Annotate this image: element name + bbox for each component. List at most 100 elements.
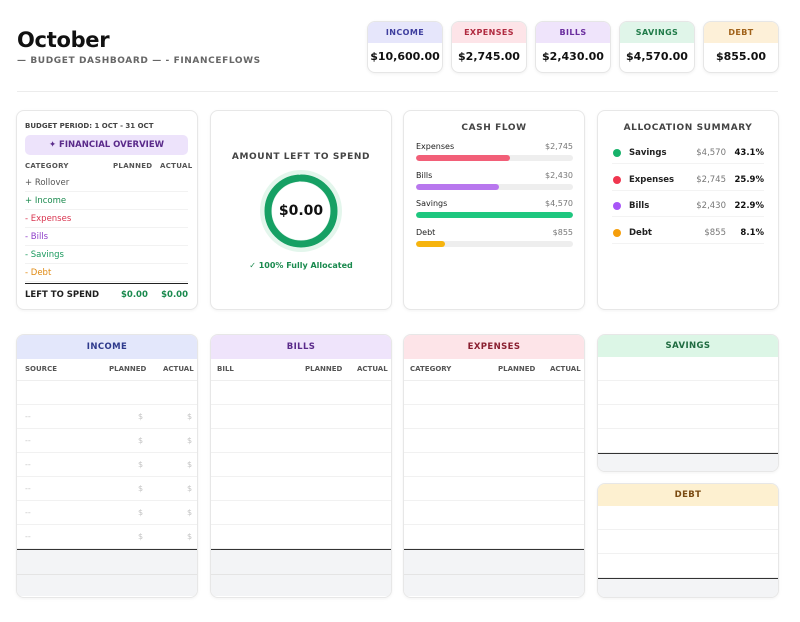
page-subtitle: — BUDGET DASHBOARD — - FINANCEFLOWS: [17, 56, 261, 66]
stat-value: $2,745.00: [458, 50, 520, 63]
table-row[interactable]: [211, 381, 391, 405]
legend-dot-icon: [613, 202, 621, 210]
savings-table: SAVINGS: [597, 334, 779, 472]
table-row[interactable]: [404, 381, 584, 405]
placeholder-source: --: [25, 532, 31, 541]
allocation-name: Debt: [629, 227, 652, 238]
expenses-column-headers: CATEGORY PLANNED ACTUAL: [404, 359, 584, 381]
income-column-headers: SOURCE PLANNED ACTUAL: [17, 359, 197, 381]
income-table: INCOME SOURCE PLANNED ACTUAL -- $ $ -- $ $ -- $…: [16, 334, 198, 598]
column-header-planned: PLANNED: [113, 162, 153, 170]
table-row[interactable]: -- $ $: [17, 477, 197, 501]
placeholder-actual: $: [187, 532, 193, 541]
allocation-amount: $4,570: [696, 148, 726, 158]
table-row[interactable]: [404, 453, 584, 477]
column-header-actual: ACTUAL: [550, 365, 581, 373]
cash-flow-bar: [416, 212, 573, 218]
table-row[interactable]: [598, 429, 778, 453]
table-row[interactable]: [211, 525, 391, 549]
stat-value: $2,430.00: [542, 50, 604, 63]
placeholder-source: --: [25, 412, 31, 421]
debt-table: DEBT: [597, 483, 779, 598]
column-header-actual: ACTUAL: [357, 365, 388, 373]
allocation-amount: $2,430: [696, 201, 726, 211]
placeholder-actual: $: [187, 484, 193, 493]
left-to-spend-label: LEFT TO SPEND: [25, 290, 100, 300]
overview-row: + Income: [25, 192, 188, 210]
placeholder-source: --: [25, 508, 31, 517]
overview-row: + Rollover: [25, 174, 188, 192]
table-row[interactable]: -- $ $: [17, 501, 197, 525]
stat-label: INCOME: [368, 22, 442, 43]
stat-card-savings: SAVINGS $4,570.00: [619, 21, 695, 73]
placeholder-source: --: [25, 436, 31, 445]
legend-dot-icon: [613, 175, 621, 184]
allocation-ring: $0.00: [259, 169, 343, 253]
bills-table: BILLS BILL PLANNED ACTUAL: [210, 334, 392, 598]
stat-value: $855.00: [715, 50, 767, 63]
expenses-table: EXPENSES CATEGORY PLANNED ACTUAL: [403, 334, 585, 598]
allocation-percent: 22.9%: [734, 201, 765, 211]
stat-value: $4,570.00: [626, 50, 688, 63]
allocation-name: Savings: [629, 148, 667, 158]
table-row[interactable]: [598, 554, 778, 578]
table-row[interactable]: [598, 506, 778, 530]
stat-label: BILLS: [536, 22, 610, 43]
placeholder-actual: $: [187, 508, 193, 517]
table-row[interactable]: [211, 501, 391, 525]
placeholder-source: --: [25, 460, 31, 469]
placeholder-actual: $: [187, 436, 193, 445]
table-row[interactable]: [598, 405, 778, 429]
financial-overview-button[interactable]: ✦ FINANCIAL OVERVIEW: [25, 135, 188, 155]
stat-label: DEBT: [704, 22, 778, 43]
amount-left-title: AMOUNT LEFT TO SPEND: [231, 152, 371, 162]
cash-flow-item-debt: Debt $855: [416, 228, 573, 247]
expenses-table-header: EXPENSES: [404, 335, 584, 359]
table-row[interactable]: [211, 405, 391, 429]
table-row[interactable]: [404, 429, 584, 453]
table-row[interactable]: [404, 525, 584, 549]
placeholder-actual: $: [187, 412, 193, 421]
allocation-row-expenses: Expenses $2,745 25.9%: [612, 169, 764, 191]
overview-row: - Expenses: [25, 210, 188, 228]
table-row[interactable]: [211, 453, 391, 477]
table-row[interactable]: -- $ $: [17, 453, 197, 477]
table-row[interactable]: [211, 429, 391, 453]
stat-card-expenses: EXPENSES $2,745.00: [451, 21, 527, 73]
left-to-spend-planned: $0.00: [121, 290, 148, 300]
table-row[interactable]: [404, 405, 584, 429]
table-row[interactable]: [598, 381, 778, 405]
table-row[interactable]: -- $ $: [17, 525, 197, 549]
table-row[interactable]: [404, 477, 584, 501]
expenses-table-footer: [404, 549, 584, 596]
cash-flow-amount: $2,430: [545, 170, 573, 180]
table-row[interactable]: [211, 477, 391, 501]
allocation-amount: $855: [704, 227, 726, 238]
placeholder-source: --: [25, 484, 31, 493]
budget-overview-card: BUDGET PERIOD: 1 OCT - 31 OCT ✦ FINANCIA…: [16, 110, 198, 310]
cash-flow-label: Bills: [416, 170, 433, 180]
cash-flow-bar: [416, 183, 500, 190]
table-row[interactable]: [404, 501, 584, 525]
table-row[interactable]: [598, 357, 778, 381]
table-row[interactable]: [17, 381, 197, 405]
table-row[interactable]: -- $ $: [17, 429, 197, 453]
cash-flow-card: CASH FLOW Expenses $2,745 Bills $2,430 Savin…: [403, 110, 585, 310]
cash-flow-item-bills: Bills $2,430: [416, 171, 573, 190]
left-to-spend-actual: $0.00: [161, 290, 188, 300]
column-header-planned: PLANNED: [305, 365, 343, 373]
cash-flow-track: [416, 183, 573, 190]
table-row[interactable]: -- $ $: [17, 405, 197, 429]
allocation-name: Expenses: [629, 174, 675, 185]
column-header-source: SOURCE: [25, 365, 57, 373]
cash-flow-item-expenses: Expenses $2,745: [416, 142, 573, 161]
stat-card-bills: BILLS $2,430.00: [535, 21, 611, 73]
placeholder-planned: $: [138, 412, 144, 421]
legend-dot-icon: [613, 149, 621, 157]
cash-flow-label: Debt: [416, 227, 436, 237]
allocation-row-bills: Bills $2,430 22.9%: [612, 195, 764, 217]
table-row[interactable]: [598, 530, 778, 554]
left-to-spend-row: LEFT TO SPEND $0.00 $0.00: [25, 283, 188, 305]
bills-table-footer: [211, 549, 391, 596]
page-title: October: [17, 28, 110, 52]
